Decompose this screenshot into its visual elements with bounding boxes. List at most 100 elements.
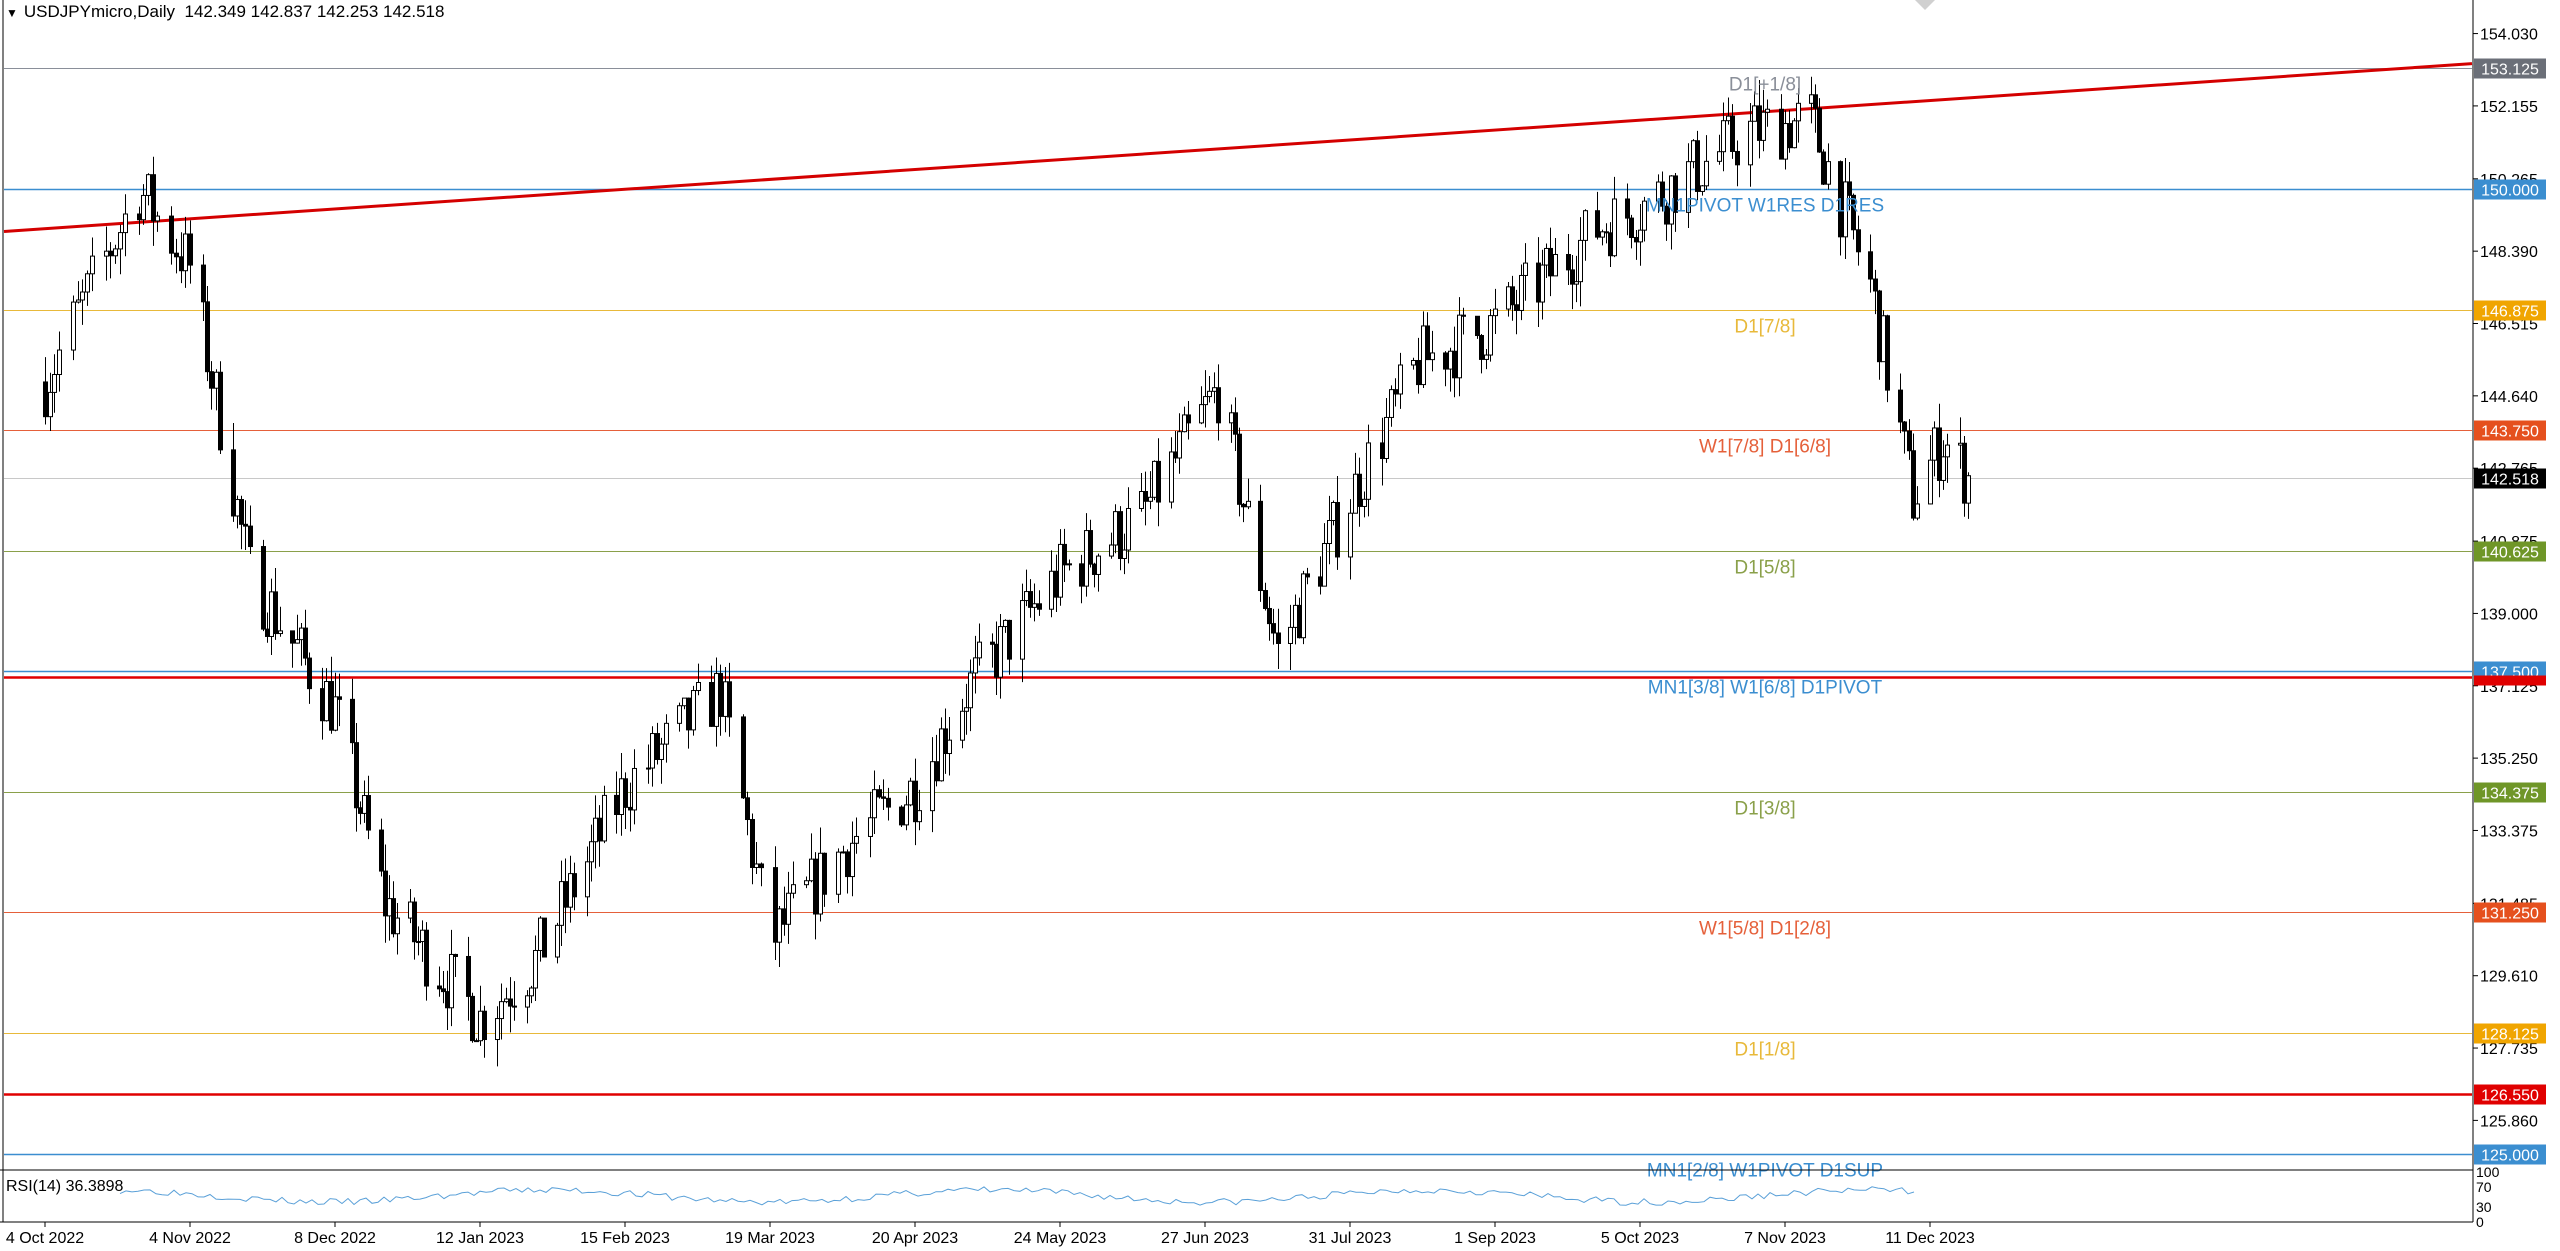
candle-193[interactable] <box>1216 364 1221 441</box>
candle-143[interactable] <box>917 789 922 831</box>
candle-308[interactable] <box>1915 486 1920 521</box>
candle-86[interactable] <box>563 858 568 934</box>
candle-164[interactable] <box>1049 550 1054 618</box>
candle-11[interactable] <box>113 244 118 264</box>
candle-275[interactable] <box>1721 102 1726 172</box>
candle-67[interactable] <box>449 929 454 1027</box>
candle-175[interactable] <box>1113 504 1118 554</box>
candle-117[interactable] <box>754 842 759 874</box>
candle-75[interactable] <box>499 983 504 1040</box>
candle-33[interactable] <box>248 505 253 554</box>
candle-126[interactable] <box>813 852 818 940</box>
candle-25[interactable] <box>205 285 210 382</box>
candle-231[interactable] <box>1452 326 1457 398</box>
candle-298[interactable] <box>1856 215 1861 266</box>
candle-211[interactable] <box>1327 495 1332 565</box>
candle-83[interactable] <box>542 917 547 958</box>
candle-197[interactable] <box>1241 503 1246 523</box>
candle-38[interactable] <box>278 606 283 637</box>
candle-260[interactable] <box>1629 214 1634 249</box>
candle-213[interactable] <box>1335 475 1340 570</box>
candle-310[interactable] <box>1932 421 1937 477</box>
candle-236[interactable] <box>1484 349 1489 370</box>
candle-20[interactable] <box>174 238 179 274</box>
candle-266[interactable] <box>1664 200 1669 241</box>
candle-29[interactable] <box>231 422 236 522</box>
candle-295[interactable] <box>1843 157 1848 259</box>
candle-177[interactable] <box>1122 533 1127 575</box>
candle-107[interactable] <box>691 685 696 736</box>
candle-18[interactable] <box>155 211 160 232</box>
candle-103[interactable] <box>664 714 669 763</box>
candle-240[interactable] <box>1510 275 1515 321</box>
candle-300[interactable] <box>1873 269 1878 315</box>
candle-1[interactable] <box>48 372 53 432</box>
candle-128[interactable] <box>822 852 827 907</box>
candle-168[interactable] <box>1067 559 1072 571</box>
candle-249[interactable] <box>1566 233 1571 286</box>
candle-142[interactable] <box>913 758 918 846</box>
candle-84[interactable] <box>555 922 560 964</box>
candle-248[interactable] <box>1553 237 1558 277</box>
collapse-triangle-icon[interactable]: ▼ <box>6 6 18 20</box>
candle-283[interactable] <box>1765 99 1770 127</box>
candle-221[interactable] <box>1389 385 1394 427</box>
candle-214[interactable] <box>1348 499 1353 580</box>
candle-191[interactable] <box>1207 376 1212 403</box>
candle-109[interactable] <box>709 665 714 727</box>
candle-227[interactable] <box>1425 312 1430 361</box>
candle-45[interactable] <box>324 668 329 722</box>
candle-153[interactable] <box>977 623 982 666</box>
candle-53[interactable] <box>366 775 371 840</box>
candle-167[interactable] <box>1062 528 1067 583</box>
candle-225[interactable] <box>1416 337 1421 394</box>
candle-144[interactable] <box>930 737 935 833</box>
candle-88[interactable] <box>572 862 577 911</box>
candle-123[interactable] <box>791 861 796 899</box>
candle-183[interactable] <box>1156 438 1161 527</box>
candle-203[interactable] <box>1276 608 1281 670</box>
candle-19[interactable] <box>169 206 174 265</box>
candle-196[interactable] <box>1237 427 1242 517</box>
candle-218[interactable] <box>1366 424 1371 517</box>
candle-287[interactable] <box>1792 118 1797 149</box>
candle-70[interactable] <box>470 992 475 1043</box>
candle-131[interactable] <box>845 849 850 894</box>
candle-278[interactable] <box>1735 140 1740 187</box>
candle-135[interactable] <box>872 770 877 835</box>
candle-3[interactable] <box>57 331 62 392</box>
candle-63[interactable] <box>424 922 429 1001</box>
candle-237[interactable] <box>1488 309 1493 362</box>
candle-43[interactable] <box>307 652 312 704</box>
candle-217[interactable] <box>1362 491 1367 518</box>
candle-254[interactable] <box>1595 191 1600 240</box>
candle-228[interactable] <box>1430 330 1435 372</box>
candle-111[interactable] <box>718 664 723 736</box>
candle-162[interactable] <box>1032 583 1037 622</box>
candle-120[interactable] <box>777 906 782 968</box>
candle-311[interactable] <box>1937 403 1942 498</box>
candle-54[interactable] <box>379 818 384 877</box>
candle-286[interactable] <box>1787 110 1792 153</box>
candle-17[interactable] <box>151 156 156 246</box>
candle-34[interactable] <box>261 539 266 632</box>
candle-232[interactable] <box>1457 297 1462 397</box>
candle-263[interactable] <box>1642 196 1647 242</box>
candle-252[interactable] <box>1578 217 1583 307</box>
candle-47[interactable] <box>333 672 338 732</box>
candle-0[interactable] <box>43 357 48 425</box>
candle-116[interactable] <box>750 813 755 885</box>
candle-176[interactable] <box>1118 506 1123 571</box>
candle-282[interactable] <box>1761 89 1766 152</box>
candle-181[interactable] <box>1148 471 1153 510</box>
candle-204[interactable] <box>1288 604 1293 670</box>
candle-77[interactable] <box>508 977 513 1033</box>
candle-2[interactable] <box>52 354 57 413</box>
candle-94[interactable] <box>614 771 619 834</box>
candle-5[interactable] <box>76 281 81 304</box>
candle-241[interactable] <box>1514 289 1519 335</box>
candle-186[interactable] <box>1177 413 1182 474</box>
candle-74[interactable] <box>495 1006 500 1067</box>
candle-247[interactable] <box>1548 227 1553 297</box>
